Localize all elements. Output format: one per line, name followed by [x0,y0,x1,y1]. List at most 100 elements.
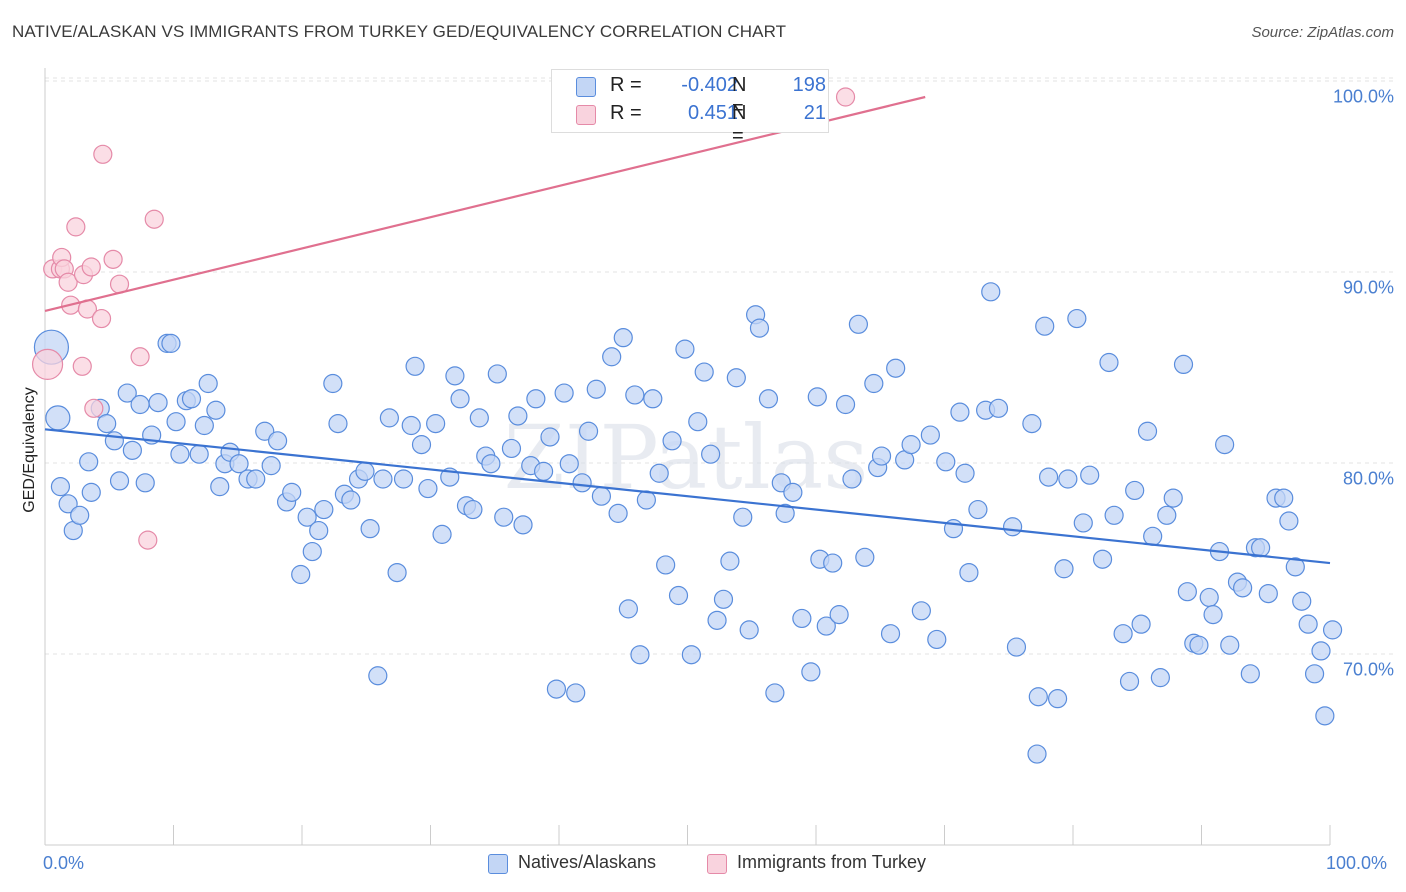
point-turkey [72,356,92,376]
point-natives [643,389,663,409]
point-natives [189,444,209,464]
y-tick-label: 100.0% [1332,86,1394,107]
point-natives [1274,488,1294,508]
point-natives [341,490,361,510]
point-natives [1203,605,1223,625]
point-natives [418,478,438,499]
point-natives [1027,744,1047,764]
natives-swatch [576,77,596,97]
point-natives [130,394,150,415]
point-natives [309,520,329,541]
point-turkey [58,272,78,292]
point-natives [733,507,753,527]
point-natives [526,389,546,409]
watermark: ZIPatlas [504,406,869,509]
axes [44,68,1331,846]
point-natives [1104,505,1124,525]
point-natives [662,431,682,451]
point-natives [816,616,836,636]
point-natives [968,499,988,520]
point-natives [533,461,554,481]
point-natives [1220,635,1240,655]
point-natives [1304,664,1325,684]
trend-line-natives [44,428,1331,565]
point-natives [578,421,599,441]
point-natives [1199,587,1219,608]
y-tick-label: 80.0% [1342,468,1394,489]
point-natives [373,469,393,489]
point-natives [481,454,501,474]
point-natives [630,645,650,665]
point-natives [1143,526,1163,546]
point-natives [302,541,322,562]
point-natives [393,469,414,489]
point-natives [835,394,856,415]
point-natives [1137,421,1158,441]
point-natives [450,389,470,409]
point-natives [297,507,317,527]
legend-label-natives: Natives/Alaskans [518,852,657,872]
point-natives [1163,488,1183,508]
point-natives [758,389,779,409]
point-natives [401,415,421,436]
point-natives [194,415,214,436]
point-natives [1157,505,1177,525]
point-natives [161,333,181,353]
r-label: R = [610,102,642,124]
point-natives [618,599,638,619]
point-natives [1298,614,1318,634]
point-natives [1047,689,1068,709]
point-natives [122,440,142,460]
point-turkey [103,249,123,269]
point-natives [117,383,137,403]
point-natives [1035,316,1055,336]
point-natives [379,408,399,428]
point-turkey [144,209,164,229]
point-natives [701,444,721,464]
point-natives [1028,687,1048,707]
point-natives [726,368,746,388]
point-natives [166,412,186,432]
point-natives [546,679,567,699]
point-natives [864,373,884,394]
point-natives [50,477,71,497]
point-natives [871,446,892,466]
point-natives [1099,352,1119,373]
point-natives [261,456,281,476]
point-natives [749,318,770,338]
point-natives [1258,583,1278,604]
point-natives [1279,511,1299,531]
point-natives [97,414,117,434]
point-natives [792,608,812,629]
point-natives [1131,614,1151,634]
point-natives [1322,620,1343,640]
point-natives [58,494,78,514]
point-natives [355,461,375,481]
point-natives [1150,668,1170,688]
point-natives [1073,513,1093,533]
n-label: N = [732,74,747,119]
point-natives [198,373,218,394]
point-natives [411,435,432,455]
point-natives [323,373,343,394]
point-natives [210,477,230,497]
point-natives [513,515,533,535]
r-value: -0.402 [681,74,738,96]
point-natives [1054,559,1074,579]
point-natives [282,482,302,502]
point-natives [656,555,676,575]
point-natives [848,314,869,334]
point-natives [463,499,483,520]
y-tick-label: 70.0% [1342,659,1394,680]
point-natives [783,482,803,502]
point-turkey [93,144,113,164]
point-natives [1315,706,1335,726]
point-natives [959,562,979,583]
point-natives [291,564,311,585]
point-natives [807,387,827,407]
point-natives [1233,578,1253,598]
point-natives [675,339,695,359]
point-natives [368,666,388,686]
point-natives [426,414,446,434]
